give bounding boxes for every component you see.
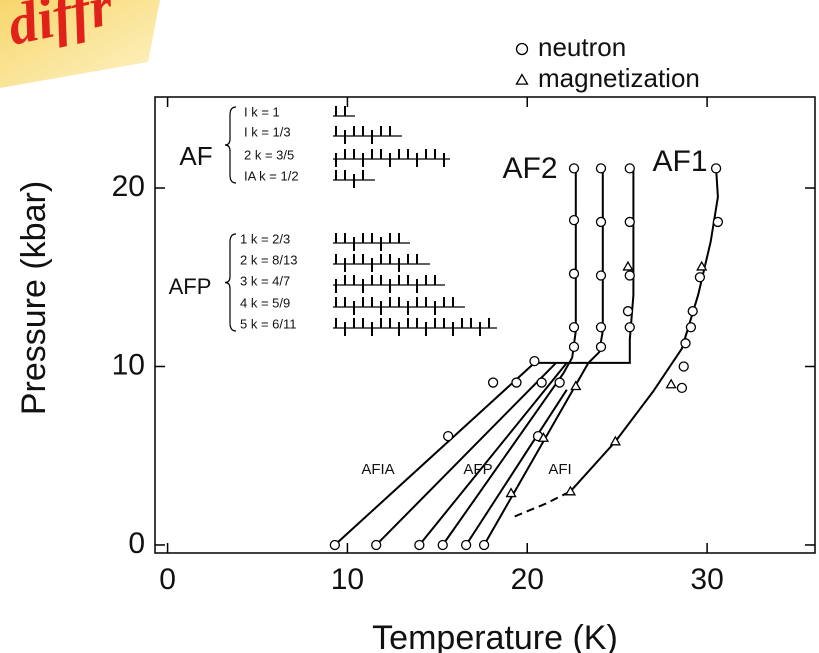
circle-marker — [687, 306, 698, 317]
x-tick-label: 30 — [690, 563, 723, 596]
x-tick-label: 20 — [511, 563, 544, 596]
triangle-marker — [515, 73, 529, 85]
x-tick-label: 10 — [331, 563, 364, 596]
triangle-marker — [505, 487, 517, 498]
triangle-marker — [564, 485, 577, 496]
triangle-marker — [622, 260, 634, 271]
circle-marker — [437, 539, 448, 551]
inset-brace — [224, 233, 237, 332]
y-axis-label: Pressure (kbar) — [15, 181, 53, 415]
circle-marker — [595, 270, 607, 281]
circle-marker — [568, 163, 580, 174]
phase-label: AF2 — [502, 152, 557, 185]
inset-group-label: AFP — [169, 274, 212, 299]
circle-marker — [371, 539, 382, 551]
phase-boundary — [418, 362, 568, 546]
x-axis-label: Temperature (K) — [372, 619, 618, 653]
triangle-marker — [665, 378, 677, 389]
phase-boundary — [514, 490, 571, 518]
circle-marker — [595, 341, 607, 353]
inset-row-label: 5 k = 6/11 — [240, 316, 297, 331]
triangle-marker — [609, 435, 622, 446]
circle-marker — [414, 539, 425, 551]
circle-marker — [676, 382, 688, 394]
triangle-marker — [696, 260, 708, 271]
circle-marker — [478, 539, 490, 551]
phase-boundary — [465, 389, 568, 546]
circle-marker — [595, 216, 607, 228]
circle-marker — [710, 163, 722, 174]
circle-marker — [568, 214, 580, 226]
circle-marker — [442, 430, 454, 442]
y-tick-label: 10 — [112, 348, 145, 381]
circle-marker — [595, 322, 607, 333]
watermark-box — [0, 0, 160, 88]
y-tick-label: 0 — [128, 527, 145, 560]
inset-brace — [224, 106, 237, 184]
circle-marker — [554, 377, 565, 388]
circle-marker — [487, 377, 499, 388]
circle-marker — [511, 377, 522, 388]
circle-marker — [622, 306, 634, 317]
circle-marker — [712, 216, 724, 228]
inset-row-label: 4 k = 5/9 — [240, 295, 290, 310]
circle-marker — [624, 216, 635, 228]
inset-row-label: I k = 1 — [244, 104, 280, 119]
phase-label: AFP — [463, 461, 492, 478]
inset-row-label: I k = 1/3 — [244, 124, 291, 139]
circle-marker — [568, 322, 580, 333]
triangle-marker — [537, 432, 550, 442]
circle-marker — [595, 163, 607, 174]
inset-row-label: 1 k = 2/3 — [240, 231, 290, 246]
legend-label: magnetization — [538, 63, 700, 93]
inset-group-label: AF — [179, 141, 212, 171]
circle-marker — [536, 377, 547, 388]
inset-row-label: 3 k = 4/7 — [240, 273, 290, 288]
plot-frame — [154, 96, 816, 554]
circle-marker — [680, 338, 691, 349]
circle-marker — [624, 270, 635, 281]
circle-marker — [568, 341, 580, 353]
circle-marker — [568, 268, 580, 279]
phase-label: AF1 — [652, 145, 707, 178]
y-tick-label: 20 — [112, 170, 145, 203]
phase-boundary — [334, 168, 635, 546]
phase-boundary — [441, 168, 577, 546]
circle-marker — [685, 322, 697, 333]
phase-label: AFI — [548, 461, 571, 478]
phase-boundary — [375, 362, 557, 546]
circle-marker — [515, 42, 529, 56]
phase-label: AFIA — [361, 461, 394, 478]
inset-row-label: IA k = 1/2 — [244, 168, 299, 183]
circle-marker — [529, 355, 540, 367]
x-tick-label: 0 — [159, 563, 176, 596]
legend-label: neutron — [538, 32, 626, 62]
inset-row-label: 2 k = 3/5 — [244, 147, 294, 162]
triangle-marker — [570, 380, 582, 391]
circle-marker — [678, 361, 689, 372]
circle-marker — [329, 539, 340, 551]
inset-row-label: 2 k = 8/13 — [240, 252, 297, 267]
circle-marker — [460, 539, 472, 551]
circle-marker — [694, 272, 706, 283]
phase-boundary — [569, 168, 719, 493]
circle-marker — [624, 163, 635, 174]
circle-marker — [624, 322, 635, 333]
